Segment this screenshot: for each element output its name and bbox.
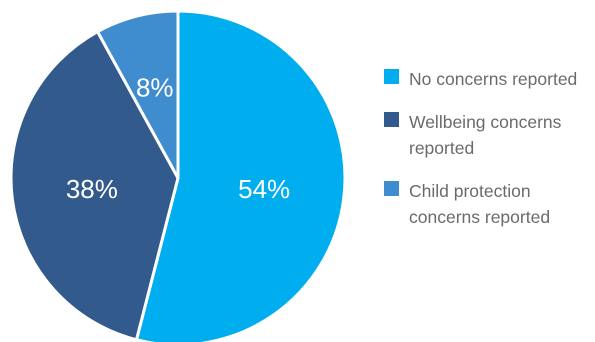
pie-chart: 54% 38% 8%	[9, 9, 347, 342]
legend-label-wellbeing: Wellbeing concerns reported	[409, 112, 562, 158]
pie-label-wellbeing: 38%	[66, 174, 118, 204]
chart-legend: No concerns reported Wellbeing concerns …	[384, 66, 594, 247]
legend-swatch-wellbeing	[384, 112, 399, 127]
legend-item-child-protection: Child protection concerns reported	[384, 178, 594, 230]
pie-slice-wellbeing	[9, 30, 180, 342]
legend-item-no-concerns: No concerns reported	[384, 66, 594, 92]
legend-label-no-concerns: No concerns reported	[409, 69, 578, 89]
legend-label-child-protection: Child protection concerns reported	[409, 181, 551, 227]
pie-label-no-concerns: 54%	[238, 174, 290, 204]
pie-label-child-protection: 8%	[136, 72, 174, 102]
pie-slices	[9, 9, 347, 342]
pie-slice-child-protection	[96, 9, 180, 180]
pie-slice-labels: 54% 38% 8%	[66, 72, 290, 203]
legend-swatch-no-concerns	[384, 69, 399, 84]
legend-swatch-child-protection	[384, 181, 399, 196]
pie-slice-no-concerns	[134, 9, 347, 342]
legend-item-wellbeing: Wellbeing concerns reported	[384, 109, 594, 161]
